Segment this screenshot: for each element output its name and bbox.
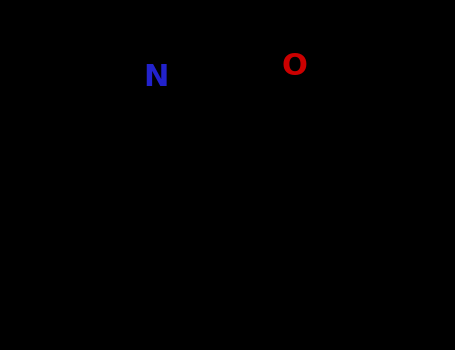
Text: O: O — [281, 52, 307, 82]
Text: N: N — [143, 63, 168, 92]
